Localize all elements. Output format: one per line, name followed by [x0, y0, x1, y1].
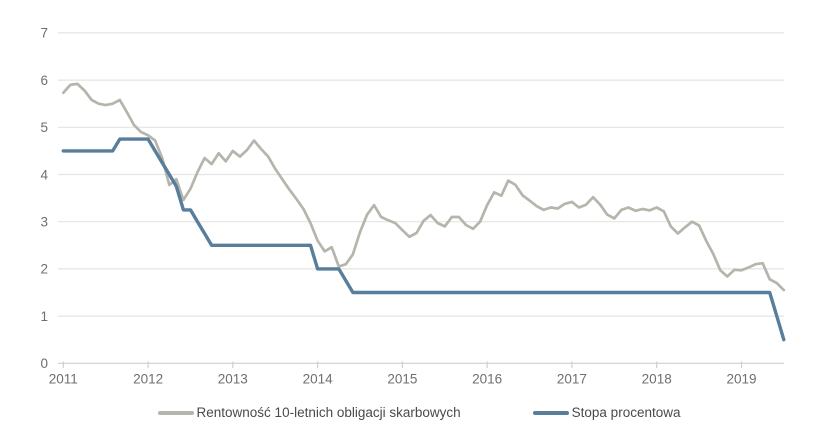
x-tick-label: 2019: [726, 372, 756, 387]
x-tick-label: 2016: [472, 372, 502, 387]
interest-rate-legend-label: Stopa procentowa: [571, 405, 681, 420]
bond-yield-line: [61, 82, 786, 292]
bond-yield-line-swatch: [157, 411, 194, 415]
x-tick-label: 2014: [303, 372, 334, 387]
chart-legend: Rentowność 10-letnich obligacji skarbowy…: [0, 403, 838, 423]
y-tick-label: 0: [40, 356, 48, 371]
interest-rate-line-swatch: [532, 411, 569, 415]
x-tick-label: 2018: [642, 372, 672, 387]
interest-rate-line: [61, 137, 786, 342]
x-tick-label: 2015: [387, 372, 417, 387]
x-axis: 2011 2012 2013 2014 2015 2016 2017 2018 2019: [49, 361, 757, 387]
y-tick-label: 1: [40, 309, 48, 324]
x-tick-label: 2013: [218, 372, 248, 387]
legend-item-bond-yield: Rentowność 10-letnich obligacji skarbowy…: [157, 404, 461, 422]
y-gridlines: [58, 32, 784, 364]
y-tick-label: 2: [40, 262, 48, 277]
y-tick-label: 4: [40, 167, 48, 182]
y-tick-label: 3: [40, 215, 48, 230]
y-tick-label: 7: [40, 26, 48, 41]
y-tick-label: 6: [40, 73, 48, 88]
bond-yield-legend-label: Rentowność 10-letnich obligacji skarbowy…: [196, 405, 461, 420]
legend-item-interest-rate: Stopa procentowa: [532, 404, 681, 422]
x-tick-label: 2011: [49, 372, 78, 387]
x-tick-label: 2017: [557, 372, 587, 387]
y-axis-labels: 0 1 2 3 4 5 6 7: [40, 26, 48, 371]
y-tick-label: 5: [40, 120, 48, 135]
x-tick-label: 2012: [133, 372, 163, 387]
